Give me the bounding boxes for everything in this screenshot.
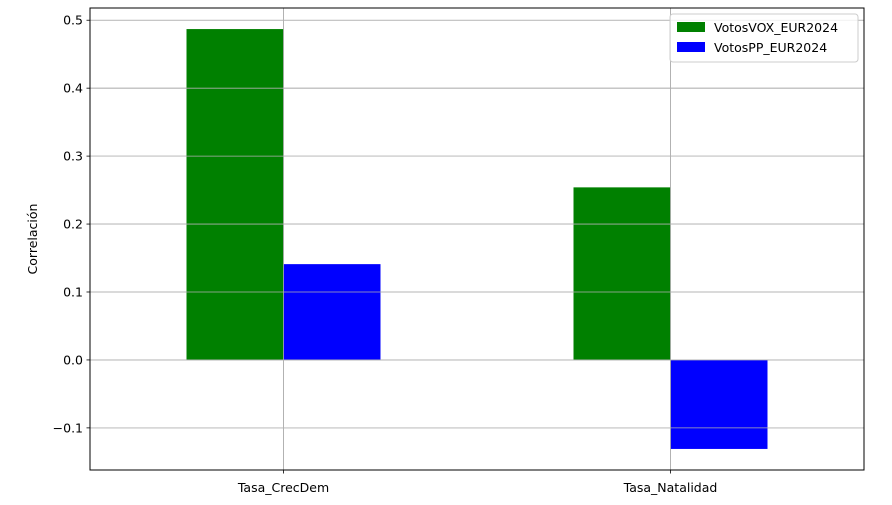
bar-vox [186, 29, 284, 360]
legend-swatch [677, 22, 705, 32]
plot-frame [89, 7, 865, 471]
y-tick-label: 0.2 [63, 217, 83, 232]
y-tick-label: 0.3 [63, 149, 83, 164]
y-tick-label: −0.1 [53, 420, 83, 435]
legend-label: VotosPP_EUR2024 [714, 40, 827, 55]
legend-box [669, 13, 859, 63]
legend-label: VotosVOX_EUR2024 [714, 20, 838, 35]
y-tick-label: 0.5 [63, 13, 83, 28]
bar-pp [670, 359, 768, 449]
y-tick-label: 0.0 [63, 352, 83, 367]
x-tick-label: Tasa_CrecDem [237, 480, 329, 495]
bars [186, 29, 768, 449]
y-tick-label: 0.1 [63, 284, 83, 299]
axis-ticks: −0.1 0.0 0.1 0.2 0.3 0.4 0.5 Tasa_CrecDem Tasa_N… [53, 13, 718, 495]
bar-pp [283, 264, 381, 360]
y-axis-label: Correlación [25, 204, 40, 275]
legend-swatch [677, 42, 705, 52]
legend: VotosVOX_EUR2024 VotosPP_EUR2024 [669, 13, 859, 63]
grid-lines-overlay [90, 8, 864, 470]
y-tick-label: 0.4 [63, 81, 83, 96]
bar-vox [573, 187, 671, 360]
x-tick-label: Tasa_Natalidad [623, 480, 718, 495]
